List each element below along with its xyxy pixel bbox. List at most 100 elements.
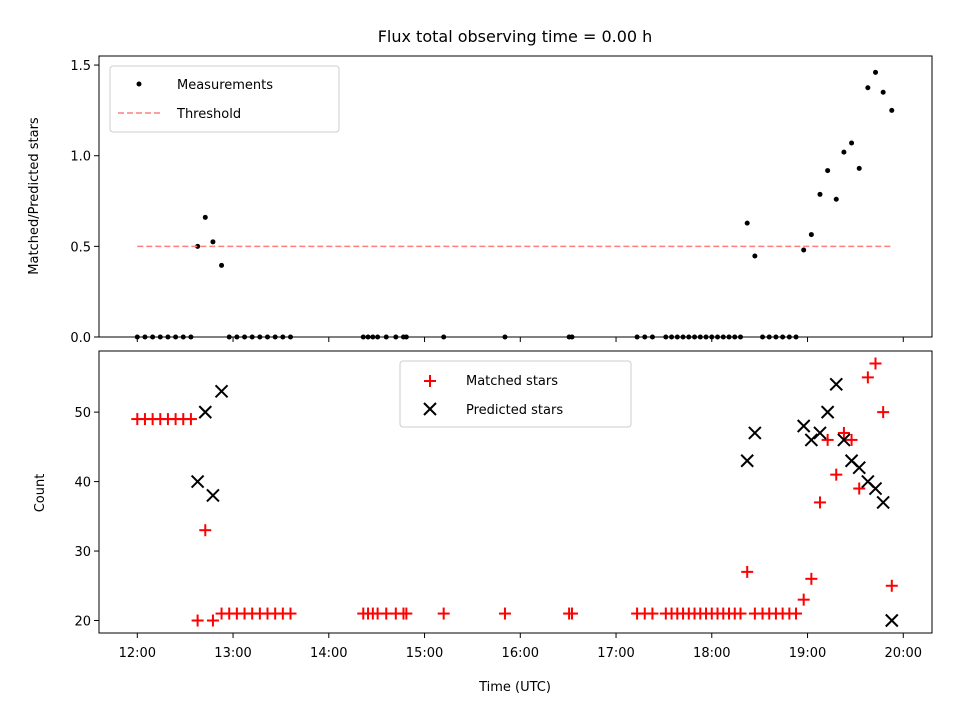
ratio-y-ticks: 0.0 0.5 1.0 1.5 bbox=[70, 59, 99, 346]
count-y-axis-label: Count bbox=[33, 474, 48, 513]
count-legend-box bbox=[399, 360, 632, 428]
legend-predicted-marker bbox=[423, 402, 437, 416]
measurements-point bbox=[873, 69, 879, 75]
ratio-y-tick-label: 0.0 bbox=[70, 331, 91, 346]
predicted-stars-point bbox=[876, 495, 890, 510]
legend-predicted-label: Predicted stars bbox=[466, 403, 563, 418]
measurements-point bbox=[801, 247, 807, 253]
matched-stars-point bbox=[861, 371, 874, 384]
matched-stars-point bbox=[830, 468, 843, 481]
x-tick-label: 14:00 bbox=[310, 646, 347, 661]
count-x-ticks: 12:00 13:00 14:00 15:00 16:00 17:00 18:00 19:00… bbox=[119, 633, 922, 661]
measurements-point bbox=[889, 107, 895, 113]
matched-stars-point bbox=[885, 579, 898, 592]
predicted-stars-point bbox=[804, 433, 819, 447]
legend-threshold-label: Threshold bbox=[176, 107, 241, 122]
matched-stars-point bbox=[734, 607, 747, 620]
ratio-legend-box bbox=[109, 65, 340, 133]
matched-stars-point bbox=[646, 607, 659, 620]
x-axis-label: Time (UTC) bbox=[478, 680, 551, 695]
predicted-stars-point bbox=[868, 481, 883, 496]
count-y-tick-label: 20 bbox=[74, 614, 91, 629]
x-tick-label: 13:00 bbox=[214, 646, 251, 661]
measurements-point bbox=[825, 168, 831, 174]
predicted-stars-point bbox=[852, 460, 866, 475]
measurements-point bbox=[856, 165, 862, 171]
legend-measurements-marker bbox=[136, 81, 142, 87]
measurements-point bbox=[817, 191, 823, 197]
predicted-stars-point bbox=[206, 488, 220, 503]
matched-stars-point bbox=[199, 524, 212, 537]
ratio-y-tick-label: 1.0 bbox=[70, 150, 91, 165]
ratio-legend[interactable]: Measurements Threshold bbox=[109, 65, 340, 133]
predicted-stars-point bbox=[829, 377, 843, 392]
x-tick-label: 18:00 bbox=[693, 646, 730, 661]
matched-stars-point bbox=[845, 433, 858, 446]
ratio-x-ticks bbox=[136, 337, 904, 342]
matched-stars-point bbox=[284, 607, 297, 620]
x-tick-label: 15:00 bbox=[406, 646, 443, 661]
matched-stars-point bbox=[797, 593, 810, 606]
count-y-tick-label: 40 bbox=[74, 476, 91, 491]
x-tick-label: 19:00 bbox=[789, 646, 826, 661]
x-tick-label: 20:00 bbox=[885, 646, 922, 661]
matched-stars-point bbox=[869, 357, 882, 370]
ratio-y-tick-label: 1.5 bbox=[70, 59, 91, 74]
legend-matched-label: Matched stars bbox=[466, 374, 558, 389]
measurements-point bbox=[219, 262, 225, 268]
matched-stars-point bbox=[184, 413, 197, 426]
predicted-stars-point bbox=[813, 426, 827, 440]
predicted-stars-point bbox=[885, 613, 899, 628]
matched-stars-point bbox=[805, 572, 818, 585]
measurements-point bbox=[752, 253, 758, 259]
predicted-stars-point bbox=[820, 405, 835, 419]
measurements-point bbox=[808, 232, 814, 238]
matched-stars-point bbox=[813, 496, 826, 509]
ratio-axes-frame bbox=[98, 55, 933, 338]
matched-stars-point bbox=[790, 607, 803, 620]
predicted-stars-point bbox=[796, 419, 811, 433]
x-tick-label: 12:00 bbox=[119, 646, 156, 661]
matched-stars-point bbox=[877, 406, 890, 419]
matched-stars-point bbox=[837, 426, 850, 439]
matched-stars-point bbox=[400, 607, 413, 620]
matched-stars-point bbox=[498, 607, 511, 620]
measurements-point bbox=[880, 89, 886, 95]
measurements-point bbox=[833, 196, 839, 202]
matched-stars-point bbox=[191, 614, 204, 627]
count-legend[interactable]: Matched stars Predicted stars bbox=[399, 360, 632, 428]
measurements-point bbox=[195, 243, 201, 249]
ratio-y-tick-label: 0.5 bbox=[70, 240, 91, 255]
measurements-point bbox=[210, 239, 216, 245]
legend-measurements-label: Measurements bbox=[177, 78, 273, 93]
count-y-ticks: 20 30 40 50 bbox=[74, 406, 99, 629]
predicted-stars-point bbox=[740, 454, 754, 468]
measurements-point bbox=[841, 149, 847, 155]
predicted-stars-point bbox=[837, 433, 851, 447]
count-plot-area bbox=[131, 357, 899, 628]
measurements-point bbox=[744, 220, 750, 226]
matched-stars-point bbox=[821, 433, 834, 446]
ratio-panel: 0.0 0.5 1.0 1.5 Matched/Predicted stars Mea… bbox=[27, 55, 933, 346]
measurements-point bbox=[202, 214, 208, 220]
matched-stars-point bbox=[741, 565, 754, 578]
count-y-tick-label: 50 bbox=[74, 406, 91, 421]
predicted-stars-point bbox=[190, 474, 205, 489]
count-y-tick-label: 30 bbox=[74, 545, 91, 560]
matched-stars-point bbox=[853, 482, 866, 495]
measurements-point bbox=[849, 140, 855, 146]
matched-stars-point bbox=[437, 607, 450, 620]
predicted-stars-point bbox=[748, 426, 762, 440]
matched-stars-point bbox=[206, 614, 219, 627]
count-axes-frame bbox=[98, 350, 933, 634]
predicted-stars-point bbox=[214, 384, 229, 398]
predicted-stars-point bbox=[198, 405, 212, 419]
matched-stars-point bbox=[565, 607, 578, 620]
legend-matched-marker bbox=[424, 375, 436, 387]
figure-title: Flux total observing time = 0.00 h bbox=[378, 27, 653, 46]
ratio-y-axis-label: Matched/Predicted stars bbox=[27, 117, 42, 275]
x-tick-label: 17:00 bbox=[597, 646, 634, 661]
x-tick-label: 16:00 bbox=[502, 646, 539, 661]
